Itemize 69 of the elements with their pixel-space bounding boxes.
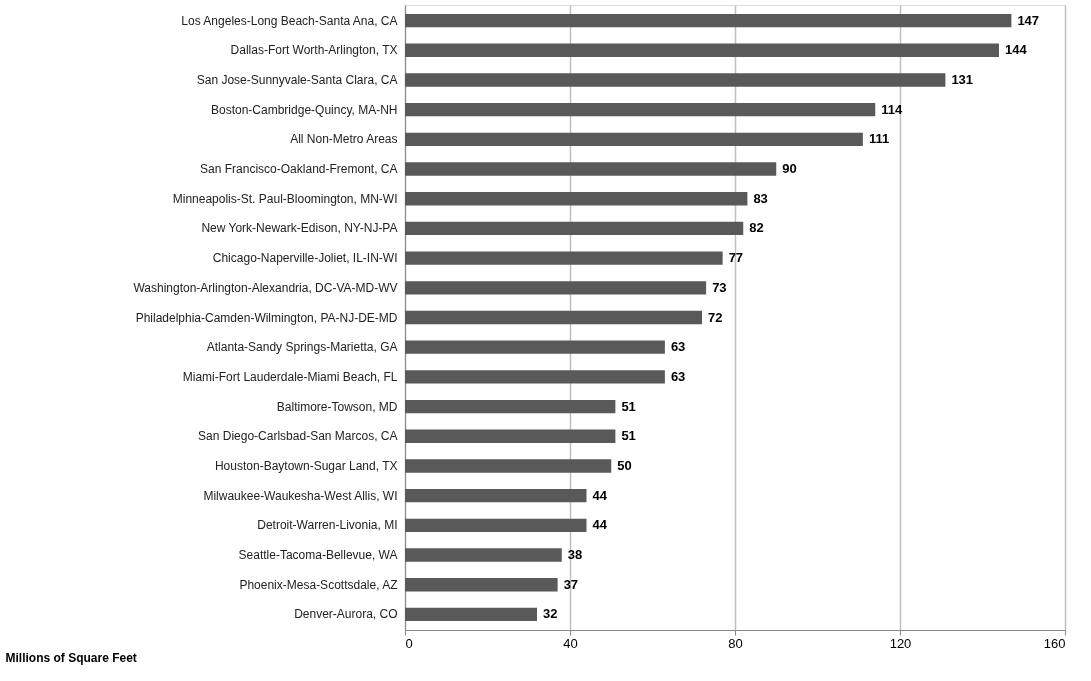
y-tick-label: Phoenix-Mesa-Scottsdale, AZ xyxy=(239,577,398,592)
x-tick-label: 80 xyxy=(728,635,743,651)
x-tick-label: 40 xyxy=(563,635,578,651)
data-label: 51 xyxy=(621,428,636,444)
x-tick-label: 0 xyxy=(405,635,413,651)
y-tick-label: New York-Newark-Edison, NY-NJ-PA xyxy=(201,221,398,236)
y-tick-label: Miami-Fort Lauderdale-Miami Beach, FL xyxy=(182,369,398,384)
bar xyxy=(405,73,946,87)
bar xyxy=(405,578,558,592)
y-tick-label: Boston-Cambridge-Quincy, MA-NH xyxy=(211,102,398,117)
bar xyxy=(405,13,1012,28)
data-label: 147 xyxy=(1017,12,1040,28)
bar xyxy=(405,399,616,414)
data-label: 44 xyxy=(592,517,608,533)
y-tick-label: Houston-Baytown-Sugar Land, TX xyxy=(214,458,398,473)
y-tick-label: Atlanta-Sandy Springs-Marietta, GA xyxy=(206,340,398,355)
bar xyxy=(405,310,702,325)
data-label: 32 xyxy=(543,606,558,622)
x-axis-title: Millions of Square Feet xyxy=(5,650,137,665)
bar xyxy=(405,251,723,265)
bar xyxy=(405,370,665,384)
data-label: 131 xyxy=(951,71,974,87)
data-label: 111 xyxy=(868,131,890,147)
y-tick-label: Washington-Arlington-Alexandria, DC-VA-MD-WV xyxy=(133,280,398,295)
bar xyxy=(405,162,777,176)
data-label: 63 xyxy=(670,339,686,355)
bar xyxy=(405,548,562,562)
x-tick-label: 160 xyxy=(1043,635,1066,651)
y-tick-label: Detroit-Warren-Livonia, MI xyxy=(257,518,398,533)
data-label: 82 xyxy=(749,220,764,236)
bar xyxy=(405,102,876,117)
data-label: 72 xyxy=(708,309,723,325)
data-label: 38 xyxy=(567,547,583,563)
bar xyxy=(405,221,744,236)
data-label: 50 xyxy=(617,457,632,473)
bar xyxy=(405,192,748,206)
data-label: 114 xyxy=(881,101,903,117)
bar xyxy=(405,132,863,147)
y-tick-label: Philadelphia-Camden-Wilmington, PA-NJ-DE-MD xyxy=(135,310,398,325)
y-tick-label: Chicago-Naperville-Joliet, IL-IN-WI xyxy=(212,251,398,266)
data-label: 37 xyxy=(563,576,579,592)
data-label: 44 xyxy=(592,487,608,503)
data-label: 77 xyxy=(728,250,744,266)
data-label: 144 xyxy=(1005,42,1028,58)
y-tick-label: Baltimore-Towson, MD xyxy=(276,399,398,414)
y-tick-label: San Francisco-Oakland-Fremont, CA xyxy=(200,162,398,177)
y-tick-label: Los Angeles-Long Beach-Santa Ana, CA xyxy=(181,13,398,28)
bar xyxy=(405,281,707,295)
bar xyxy=(405,340,665,354)
y-tick-label: San Jose-Sunnyvale-Santa Clara, CA xyxy=(196,72,398,87)
bar xyxy=(405,459,612,473)
y-tick-label: San Diego-Carlsbad-San Marcos, CA xyxy=(198,429,398,444)
y-tick-label: Denver-Aurora, CO xyxy=(294,607,398,622)
y-tick-label: Milwaukee-Waukesha-West Allis, WI xyxy=(203,488,398,503)
y-tick-label: All Non-Metro Areas xyxy=(290,132,398,147)
y-tick-label: Seattle-Tacoma-Bellevue, WA xyxy=(238,548,398,563)
bar xyxy=(405,488,587,503)
data-label: 63 xyxy=(670,368,686,384)
bar xyxy=(405,607,537,622)
data-label: 73 xyxy=(712,279,727,295)
y-tick-label: Dallas-Fort Worth-Arlington, TX xyxy=(230,43,398,58)
x-tick-label: 120 xyxy=(889,635,912,651)
bar xyxy=(405,43,999,57)
data-label: 51 xyxy=(621,398,636,414)
data-label: 83 xyxy=(753,190,768,206)
y-tick-label: Minneapolis-St. Paul-Bloomington, MN-WI xyxy=(172,191,398,206)
bar xyxy=(405,429,616,443)
data-label: 90 xyxy=(782,161,797,177)
bar xyxy=(405,518,587,533)
